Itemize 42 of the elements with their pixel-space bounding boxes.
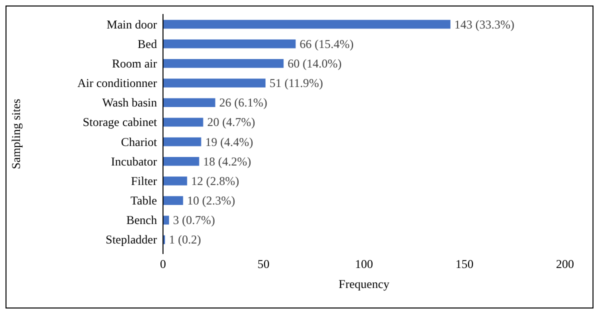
data-label: 66 (15.4%) [300, 36, 354, 51]
y-tick-label: Storage cabinet [82, 115, 158, 130]
y-tick-label: Room air [112, 56, 157, 70]
bar [163, 78, 266, 88]
y-tick-label: Filter [131, 174, 157, 188]
x-tick-label: 150 [456, 257, 474, 271]
y-tick-label: Bed [138, 36, 157, 51]
bar [163, 176, 188, 186]
data-label: 143 (33.3%) [454, 17, 514, 32]
x-axis-title: Frequency [338, 277, 390, 291]
y-tick-label: Chariot [121, 134, 158, 149]
y-axis-title: Sampling sites [9, 98, 23, 170]
y-tick-label: Bench [126, 213, 157, 228]
data-label: 51 (11.9%) [270, 76, 324, 90]
y-tick-label: Main door [106, 17, 157, 32]
bar [163, 196, 184, 205]
bar [163, 137, 202, 146]
x-tick-label: 200 [556, 257, 574, 271]
data-label: 60 (14.0%) [288, 56, 342, 70]
bar [163, 20, 450, 29]
y-tick-label: Table [130, 194, 157, 208]
data-label: 3 (0.7%) [173, 213, 216, 228]
bar [163, 98, 216, 108]
y-tick-label: Wash basin [102, 96, 157, 110]
x-tick-label: 100 [355, 257, 373, 271]
data-label: 26 (6.1%) [219, 96, 268, 110]
y-tick-label: Air conditionner [77, 76, 157, 90]
bar [163, 59, 284, 68]
bar [163, 216, 170, 225]
data-label: 10 (2.3%) [187, 194, 236, 208]
bar [163, 156, 200, 166]
y-tick-label: Stepladder [106, 232, 157, 247]
data-label: 20 (4.7%) [207, 115, 256, 130]
data-label: 18 (4.2%) [203, 154, 252, 168]
data-label: 12 (2.8%) [191, 174, 240, 188]
bar [163, 118, 204, 127]
y-tick-label: Incubator [111, 154, 157, 168]
bar [163, 39, 296, 48]
x-tick-label: 50 [258, 257, 270, 271]
x-tick-label: 0 [160, 257, 166, 271]
data-label: 19 (4.4%) [205, 134, 254, 149]
data-label: 1 (0.2) [169, 232, 202, 247]
